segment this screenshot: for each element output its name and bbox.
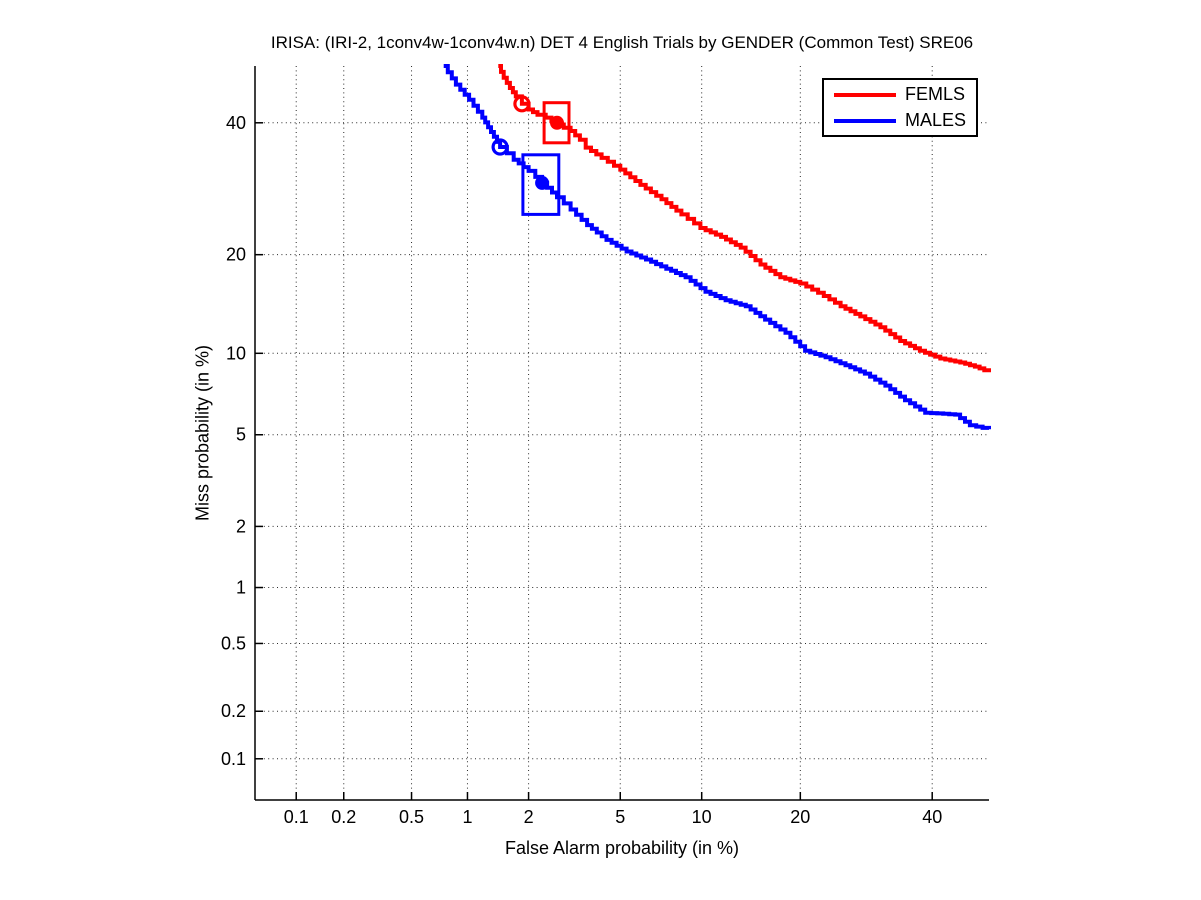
x-tick-label: 10 [692,807,712,827]
x-tick-label: 0.1 [284,807,309,827]
x-tick-label: 20 [790,807,810,827]
y-tick-label: 0.1 [221,749,246,769]
chart-title: IRISA: (IRI-2, 1conv4w-1conv4w.n) DET 4 … [270,33,974,52]
y-tick-label: 0.5 [221,633,246,653]
det-curve-femls [498,64,991,373]
y-tick-label: 40 [226,113,246,133]
y-tick-label: 10 [226,343,246,363]
legend-line-femls [834,92,896,97]
x-tick-label: 1 [462,807,472,827]
x-axis-label: False Alarm probability (in %) [504,838,740,858]
y-tick-label: 1 [236,578,246,598]
marker-circle-femls [513,95,531,113]
x-tick-label: 0.2 [331,807,356,827]
det-curve-males [443,64,991,430]
x-tick-label: 2 [524,807,534,827]
legend-label-femls: FEMLS [905,84,966,104]
legend-label-males: MALES [905,110,967,130]
x-tick-label: 5 [615,807,625,827]
legend-entry-femls: FEMLS [824,84,976,105]
marker-dot-males [535,175,550,190]
y-tick-label: 0.2 [221,701,246,721]
legend-line-males [834,118,896,123]
x-tick-label: 0.5 [399,807,424,827]
marker-box-femls [542,101,571,145]
legend-entry-males: MALES [824,110,976,131]
x-tick-label: 40 [922,807,942,827]
y-axis-label: Miss probability (in %) [192,344,213,522]
y-tick-label: 20 [226,245,246,265]
y-tick-label: 2 [236,516,246,536]
marker-circle-males [491,138,509,156]
y-tick-label: 5 [236,425,246,445]
legend: FEMLS MALES [822,78,978,137]
marker-dot-femls [550,115,564,130]
marker-box-males [521,153,561,216]
